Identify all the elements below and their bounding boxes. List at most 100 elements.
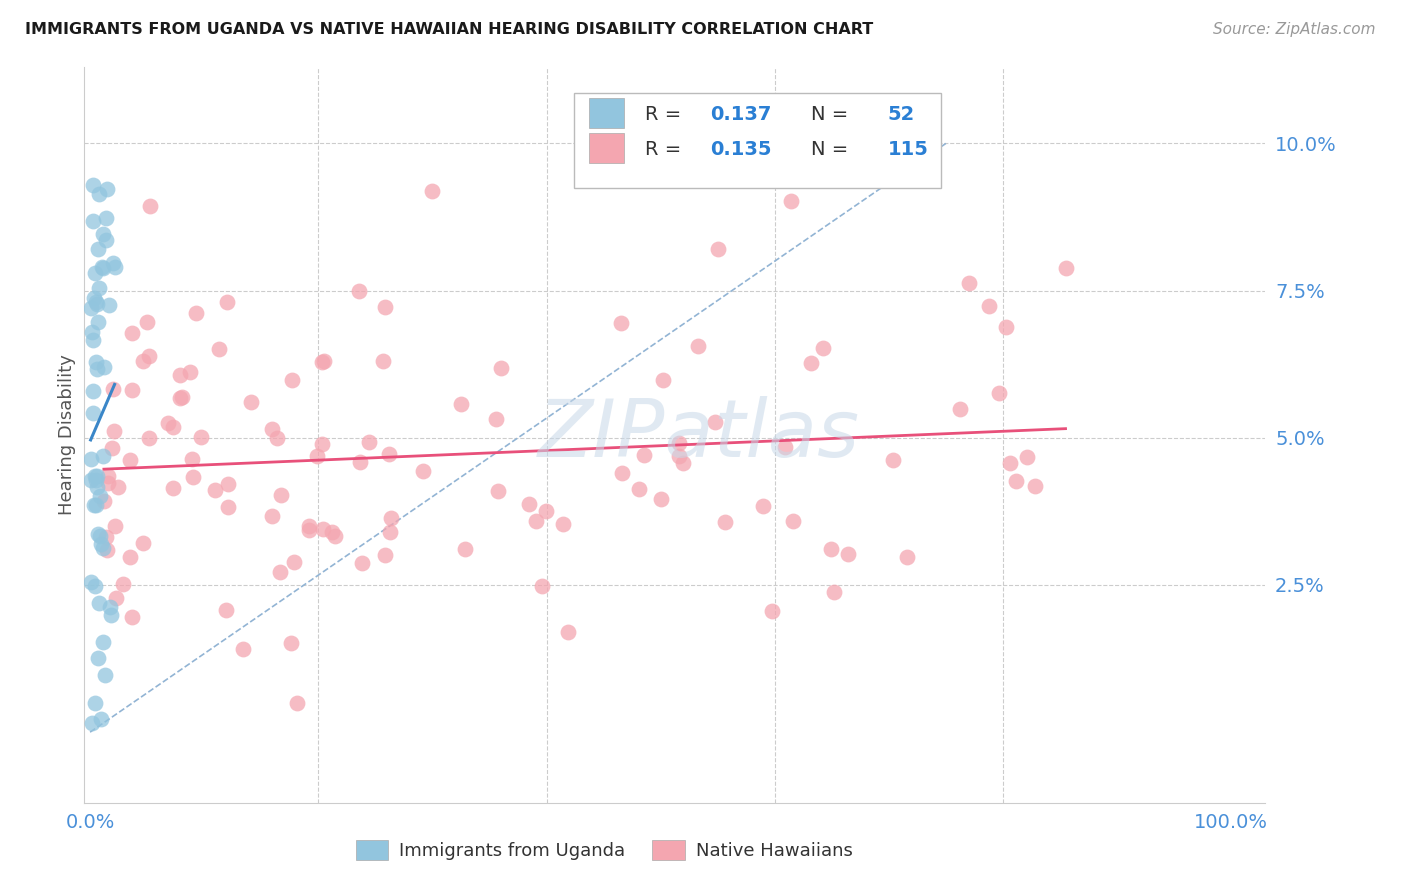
Point <box>96 542 118 557</box>
Point <box>979 299 1001 313</box>
Point <box>86 362 108 376</box>
Point <box>93 360 115 375</box>
Point <box>704 415 727 429</box>
Text: N =: N = <box>811 105 848 124</box>
Point <box>551 517 574 532</box>
Point <box>530 579 553 593</box>
Point <box>283 555 305 569</box>
Point <box>169 368 191 382</box>
Point <box>89 529 111 543</box>
Point <box>323 529 346 543</box>
Text: R =: R = <box>645 140 682 159</box>
Point <box>517 497 540 511</box>
Point <box>651 373 673 387</box>
Point <box>96 211 118 226</box>
Point <box>217 476 239 491</box>
Point <box>280 636 302 650</box>
Point <box>534 503 557 517</box>
Point <box>896 549 918 564</box>
Point <box>311 437 333 451</box>
Point <box>215 295 238 310</box>
Point <box>87 281 110 295</box>
Point <box>170 390 193 404</box>
Point <box>101 256 124 270</box>
Point <box>87 651 110 665</box>
Point <box>138 349 160 363</box>
Point <box>610 316 633 330</box>
Point <box>779 194 801 208</box>
Point <box>357 435 380 450</box>
Point <box>91 227 114 241</box>
Point <box>103 424 125 438</box>
Point <box>80 574 103 589</box>
Point <box>378 447 401 461</box>
Point <box>957 276 980 290</box>
Point <box>90 712 112 726</box>
Point <box>204 483 226 497</box>
Point <box>80 301 103 315</box>
Point <box>82 406 104 420</box>
Point <box>132 536 155 550</box>
Point <box>1005 474 1028 488</box>
Point <box>139 199 162 213</box>
Point <box>280 372 302 386</box>
Y-axis label: Hearing Disability: Hearing Disability <box>58 354 76 516</box>
Point <box>118 549 141 564</box>
Point <box>215 603 238 617</box>
Point <box>86 297 108 311</box>
Point <box>773 440 796 454</box>
Point <box>668 449 690 463</box>
Point <box>121 610 143 624</box>
Point <box>190 430 212 444</box>
Point <box>93 494 115 508</box>
FancyBboxPatch shape <box>575 93 941 188</box>
Point <box>96 234 118 248</box>
Point <box>312 522 335 536</box>
Text: 0.137: 0.137 <box>710 105 772 124</box>
Point <box>450 397 472 411</box>
Point <box>135 315 157 329</box>
Point <box>374 548 396 562</box>
Point <box>761 604 783 618</box>
Point <box>1000 457 1022 471</box>
Point <box>100 600 122 615</box>
Point <box>83 696 105 710</box>
Point <box>156 417 179 431</box>
Point <box>94 530 117 544</box>
Point <box>132 354 155 368</box>
Point <box>1017 450 1039 465</box>
Text: 0.135: 0.135 <box>710 140 772 159</box>
Point <box>84 266 107 280</box>
Point <box>557 625 579 640</box>
Point <box>454 541 477 556</box>
Point <box>180 451 202 466</box>
Point <box>82 178 104 192</box>
Point <box>86 355 108 369</box>
Point <box>270 488 292 502</box>
Point <box>713 515 735 529</box>
FancyBboxPatch shape <box>589 133 624 162</box>
Point <box>121 383 143 397</box>
Point <box>751 499 773 513</box>
Point <box>121 326 143 340</box>
Point <box>91 449 114 463</box>
Point <box>240 394 263 409</box>
Point <box>107 480 129 494</box>
Point <box>311 355 333 369</box>
Point <box>138 431 160 445</box>
Point <box>83 498 105 512</box>
Point <box>837 547 859 561</box>
Point <box>89 489 111 503</box>
Point <box>650 491 672 506</box>
Point <box>181 470 204 484</box>
Point <box>610 466 633 480</box>
Text: ZIPatlas: ZIPatlas <box>537 396 859 474</box>
Point <box>111 577 134 591</box>
Point <box>98 298 121 312</box>
Point <box>90 536 112 550</box>
Point <box>91 261 114 276</box>
Point <box>823 585 845 599</box>
Point <box>179 365 201 379</box>
Point <box>297 519 319 533</box>
Point <box>89 596 111 610</box>
